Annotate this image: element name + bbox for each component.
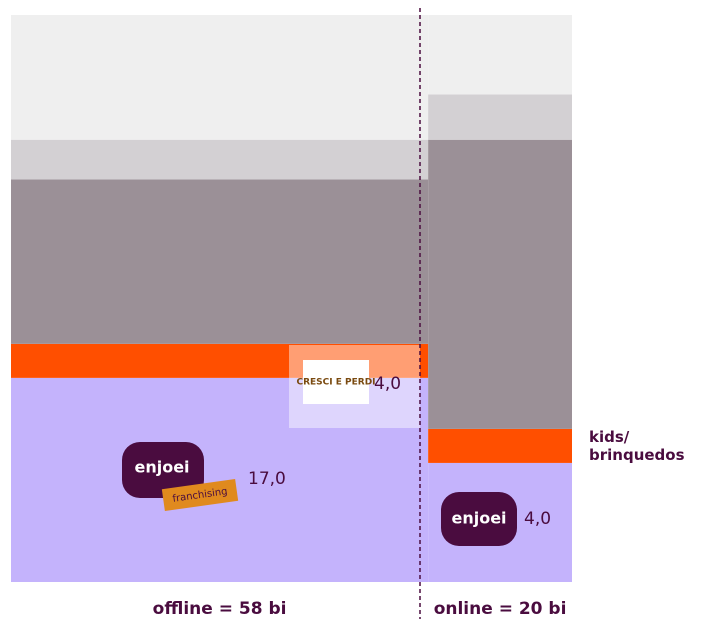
- segment: [428, 139, 572, 429]
- column-label: online = 20 bi: [434, 599, 567, 619]
- segments: [11, 15, 572, 582]
- logo-text: enjoei: [134, 458, 189, 477]
- segment: [428, 15, 572, 95]
- cresci-logo: CRESCI E PERDI: [296, 360, 376, 404]
- segment: [11, 377, 429, 582]
- logo-text: enjoei: [451, 509, 506, 528]
- segment: [428, 94, 572, 140]
- value-label: 4,0: [524, 509, 551, 529]
- enjoei-logo: enjoei: [441, 492, 517, 546]
- logo-text: CRESCI E PERDI: [296, 378, 375, 388]
- category-label: kids/brinquedos: [589, 427, 685, 463]
- enjoei-franchising-logo: enjoei franchising: [122, 442, 239, 512]
- segment: [11, 179, 429, 344]
- segment: [11, 15, 429, 140]
- segment: [11, 139, 429, 180]
- value-label: 17,0: [248, 469, 286, 489]
- value-label: 4,0: [374, 374, 401, 394]
- segment: [428, 428, 572, 463]
- column-label: offline = 58 bi: [153, 599, 287, 619]
